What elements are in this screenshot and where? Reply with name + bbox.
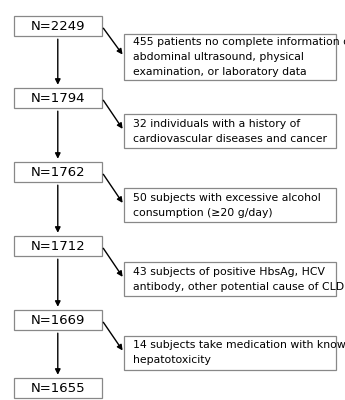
Bar xyxy=(124,114,336,148)
Text: N=1669: N=1669 xyxy=(31,314,85,326)
Text: N=1762: N=1762 xyxy=(30,166,85,178)
Bar xyxy=(124,336,336,370)
Bar xyxy=(124,34,336,80)
Bar xyxy=(14,88,102,108)
Text: 43 subjects of positive HbsAg, HCV
antibody, other potential cause of CLD: 43 subjects of positive HbsAg, HCV antib… xyxy=(133,267,344,292)
Text: N=1794: N=1794 xyxy=(31,92,85,104)
Text: N=1655: N=1655 xyxy=(30,382,85,394)
Text: N=2249: N=2249 xyxy=(31,20,85,32)
Bar xyxy=(124,262,336,296)
Bar xyxy=(14,16,102,36)
Bar xyxy=(14,378,102,398)
Bar xyxy=(14,310,102,330)
Bar xyxy=(14,162,102,182)
Text: 50 subjects with excessive alcohol
consumption (≥20 g/day): 50 subjects with excessive alcohol consu… xyxy=(133,193,321,218)
Text: 32 individuals with a history of
cardiovascular diseases and cancer: 32 individuals with a history of cardiov… xyxy=(133,119,327,144)
Bar xyxy=(124,188,336,222)
Bar xyxy=(14,236,102,256)
Text: 14 subjects take medication with known
hepatotoxicity: 14 subjects take medication with known h… xyxy=(133,340,345,365)
Text: 455 patients no complete information of
abdominal ultrasound, physical
examinati: 455 patients no complete information of … xyxy=(133,37,345,77)
Text: N=1712: N=1712 xyxy=(30,240,85,252)
